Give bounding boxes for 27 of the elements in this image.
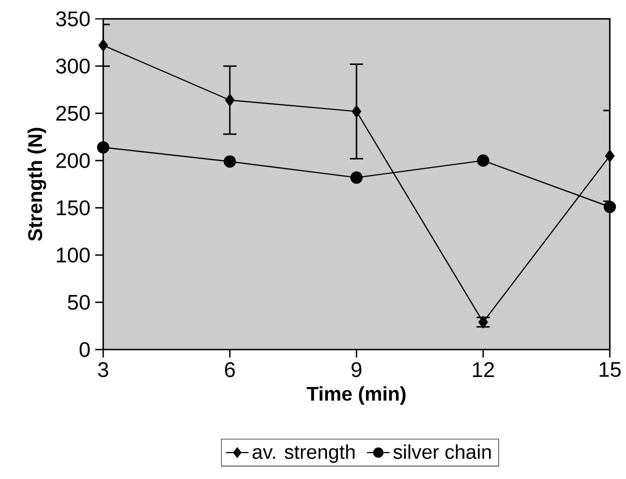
- x-tick-label: 6: [225, 362, 235, 378]
- point: [97, 141, 110, 154]
- point: [605, 150, 615, 162]
- point: [224, 155, 236, 168]
- point: [225, 94, 235, 106]
- x-tick-label: 12: [473, 362, 494, 377]
- legend-label: silver chain: [393, 444, 491, 459]
- point: [350, 171, 363, 184]
- x-tick-label: 15: [600, 362, 621, 377]
- y-tick-label: 300: [56, 58, 90, 74]
- point: [604, 200, 616, 213]
- x-tick-label: 3: [98, 362, 108, 378]
- y-tick-label: 150: [56, 200, 90, 216]
- y-tick-label: 50: [68, 294, 90, 310]
- y-axis-title: Strength (N): [28, 128, 46, 241]
- y-tick-label: 100: [56, 247, 90, 262]
- y-tick-label: 0: [80, 342, 90, 357]
- point: [352, 105, 362, 118]
- y-tick-label: 250: [56, 106, 90, 121]
- y-tick-label: 350: [56, 11, 90, 26]
- legend-label: av. strength: [252, 444, 355, 463]
- x-tick-label: 9: [352, 362, 362, 378]
- point: [478, 316, 488, 328]
- point: [98, 39, 108, 52]
- point: [477, 154, 490, 167]
- y-tick-label: 200: [56, 153, 90, 168]
- x-axis-title: Time (min): [306, 386, 406, 405]
